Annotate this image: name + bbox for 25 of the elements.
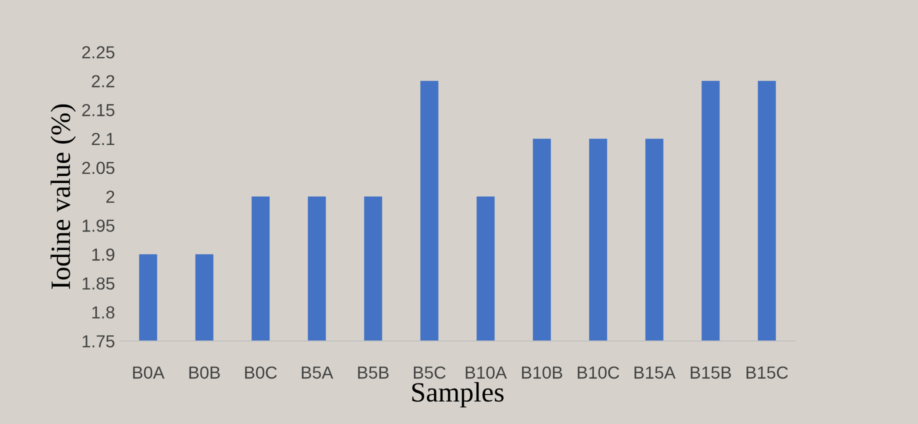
- y-tick-label: 1.85: [82, 277, 114, 290]
- y-tick-label: 2.05: [82, 162, 114, 174]
- x-tick-label: B5A: [302, 366, 334, 379]
- x-tick-label: B10B: [522, 366, 562, 379]
- x-tick-label: B5C: [414, 366, 446, 379]
- x-tick-label: B10C: [578, 366, 620, 379]
- y-tick-label: 1.75: [82, 335, 114, 348]
- y-tick-label: 2.25: [82, 46, 114, 58]
- x-tick-label: B0B: [189, 366, 220, 379]
- x-tick-label: B0C: [245, 366, 277, 379]
- x-tick-label: B5B: [358, 366, 389, 379]
- x-tick-label: B15B: [690, 366, 731, 379]
- y-tick-label: 2.2: [92, 75, 114, 88]
- x-tick-label: B10A: [466, 366, 507, 379]
- y-tick-label: 2.15: [82, 104, 114, 116]
- y-tick-label: 2: [106, 190, 114, 203]
- x-tick-label: B0A: [133, 366, 164, 379]
- y-tick-label: 1.95: [82, 220, 114, 232]
- y-tick-label: 2.1: [92, 132, 114, 145]
- y-tick-label: 1.9: [92, 248, 114, 261]
- x-tick-label: B15A: [634, 366, 676, 379]
- x-axis-title: Samples: [412, 382, 504, 408]
- y-axis-title: Iodine value (%): [50, 104, 76, 289]
- y-tick-label: 1.8: [92, 306, 114, 319]
- x-tick-label: B15C: [746, 366, 788, 379]
